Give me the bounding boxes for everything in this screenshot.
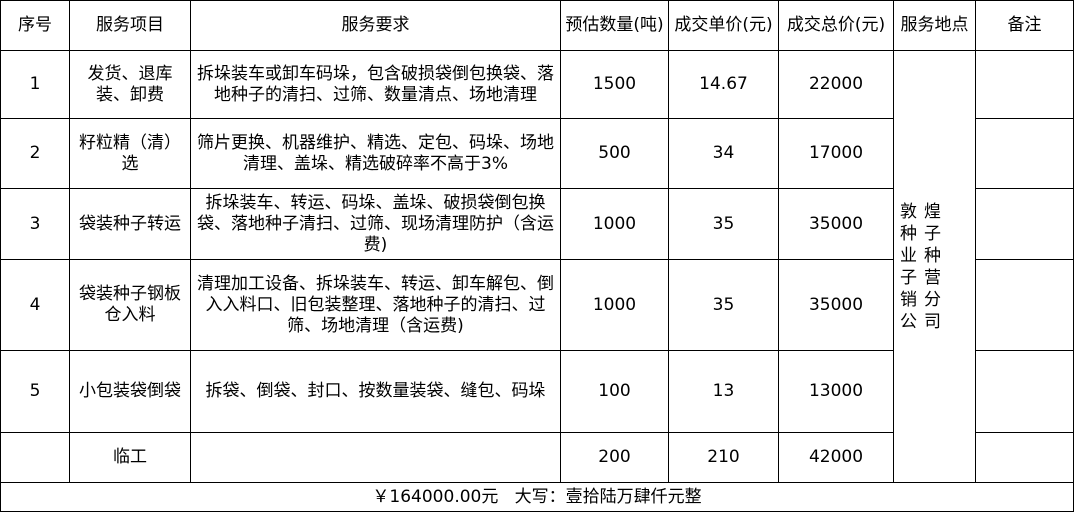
row-no: 4 xyxy=(0,259,70,351)
row-remark xyxy=(975,259,1074,351)
row-no: 5 xyxy=(0,350,70,433)
service-location: 敦煌种子业种子营销分公司 xyxy=(893,50,976,483)
row-unit-price: 13 xyxy=(668,350,779,433)
row-quantity: 100 xyxy=(560,350,669,433)
row-item: 临工 xyxy=(69,432,191,483)
row-no: 1 xyxy=(0,50,70,119)
row-quantity: 1500 xyxy=(560,50,669,119)
row-item: 籽粒精（清）选 xyxy=(69,118,191,189)
row-no: 3 xyxy=(0,188,70,260)
table-row: 临工 200 210 42000 xyxy=(0,432,1074,483)
header-cell: 服务项目 xyxy=(69,0,191,51)
row-remark xyxy=(975,188,1074,260)
row-remark xyxy=(975,118,1074,189)
row-total: 22000 xyxy=(778,50,894,119)
header-cell: 服务地点 xyxy=(893,0,976,51)
table-row: 5 小包装袋倒袋 拆袋、倒袋、封口、按数量装袋、缝包、码垛 100 13 130… xyxy=(0,350,1074,433)
row-item: 小包装袋倒袋 xyxy=(69,350,191,433)
header-cell: 序号 xyxy=(0,0,70,51)
row-unit-price: 35 xyxy=(668,188,779,260)
row-total: 17000 xyxy=(778,118,894,189)
row-no: 2 xyxy=(0,118,70,189)
summary-row: ￥164000.00元 大写：壹拾陆万肆仟元整 xyxy=(0,482,1074,512)
row-unit-price: 34 xyxy=(668,118,779,189)
row-requirement: 筛片更换、机器维护、精选、定包、码垛、场地清理、盖垛、精选破碎率不高于3% xyxy=(190,118,561,189)
row-quantity: 500 xyxy=(560,118,669,189)
row-total: 42000 xyxy=(778,432,894,483)
row-requirement xyxy=(190,432,561,483)
grand-total: ￥164000.00元 大写：壹拾陆万肆仟元整 xyxy=(0,482,1074,512)
row-requirement: 清理加工设备、拆垛装车、转运、卸车解包、倒入入料口、旧包装整理、落地种子的清扫、… xyxy=(190,259,561,351)
row-quantity: 200 xyxy=(560,432,669,483)
header-cell: 成交单价(元) xyxy=(668,0,779,51)
row-total: 35000 xyxy=(778,188,894,260)
table-row: 3 袋装种子转运 拆垛装车、转运、码垛、盖垛、破损袋倒包换袋、落地种子清扫、过筛… xyxy=(0,188,1074,260)
row-total: 13000 xyxy=(778,350,894,433)
row-requirement: 拆垛装车或卸车码垛，包含破损袋倒包换袋、落地种子的清扫、过筛、数量清点、场地清理 xyxy=(190,50,561,119)
row-requirement: 拆袋、倒袋、封口、按数量装袋、缝包、码垛 xyxy=(190,350,561,433)
row-requirement: 拆垛装车、转运、码垛、盖垛、破损袋倒包换袋、落地种子清扫、过筛、现场清理防护（含… xyxy=(190,188,561,260)
row-unit-price: 14.67 xyxy=(668,50,779,119)
row-remark xyxy=(975,50,1074,119)
table-row: 1 发货、退库装、卸费 拆垛装车或卸车码垛，包含破损袋倒包换袋、落地种子的清扫、… xyxy=(0,50,1074,483)
row-remark xyxy=(975,350,1074,433)
header-cell: 服务要求 xyxy=(190,0,561,51)
row-no xyxy=(0,432,70,483)
row-unit-price: 35 xyxy=(668,259,779,351)
service-location-text: 敦煌种子业种子营销分公司 xyxy=(900,201,948,332)
row-unit-price: 210 xyxy=(668,432,779,483)
header-cell: 预估数量(吨) xyxy=(560,0,669,51)
row-quantity: 1000 xyxy=(560,188,669,260)
header-cell: 成交总价(元) xyxy=(778,0,894,51)
row-quantity: 1000 xyxy=(560,259,669,351)
row-remark xyxy=(975,432,1074,483)
row-item: 袋装种子钢板仓入料 xyxy=(69,259,191,351)
row-item: 袋装种子转运 xyxy=(69,188,191,260)
header-row: 序号 服务项目 服务要求 预估数量(吨) 成交单价(元) 成交总价(元) 服务地… xyxy=(0,0,1074,51)
row-item: 发货、退库装、卸费 xyxy=(69,50,191,119)
row-total: 35000 xyxy=(778,259,894,351)
header-cell: 备注 xyxy=(975,0,1074,51)
table-row: 2 籽粒精（清）选 筛片更换、机器维护、精选、定包、码垛、场地清理、盖垛、精选破… xyxy=(0,118,1074,189)
